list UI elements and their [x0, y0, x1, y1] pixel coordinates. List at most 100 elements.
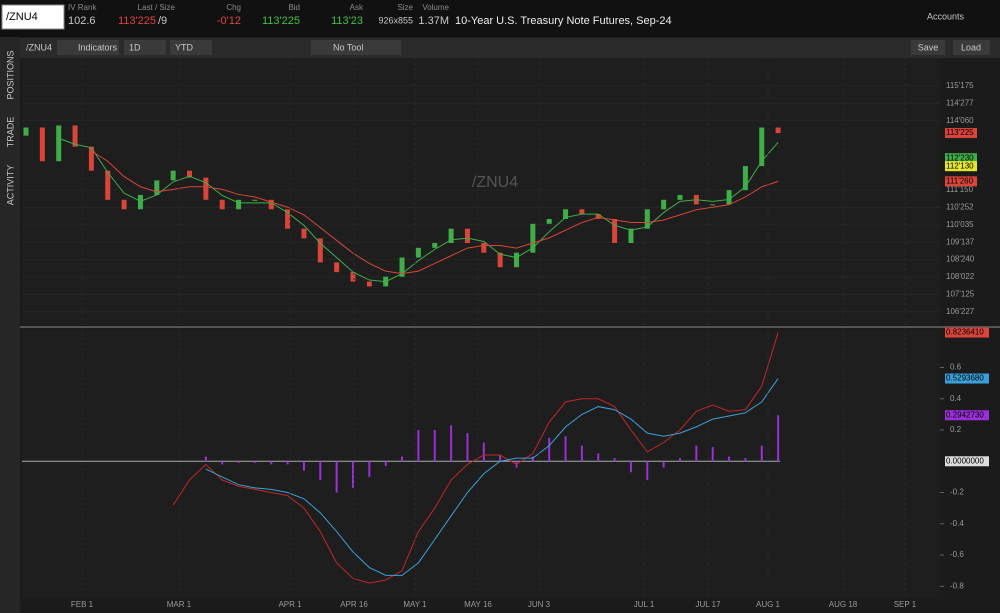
tool-select[interactable]: [311, 40, 401, 55]
candle-body: [268, 199, 274, 210]
candle-body: [121, 199, 127, 210]
histogram-bar: [629, 461, 632, 473]
symbol-input[interactable]: [1, 4, 65, 30]
button-label: Load: [961, 42, 981, 52]
y-tick-label: -0.8: [950, 581, 964, 590]
label: IV Rank: [68, 3, 97, 12]
macd-marker: [945, 327, 989, 338]
y-tick-label: 109'137: [946, 237, 975, 246]
macd-marker: [945, 373, 989, 384]
button-label: Indicators: [78, 42, 118, 52]
price-marker-label: 111'260: [946, 176, 974, 185]
candle-body: [710, 204, 716, 206]
side-bar: [0, 37, 20, 613]
candle-body: [203, 177, 209, 200]
symbol: /ZNU4: [6, 11, 38, 23]
candle-body: [72, 125, 78, 147]
chart-symbol: /ZNU4: [26, 42, 52, 52]
aggregation-select[interactable]: [124, 40, 166, 55]
accounts-menu[interactable]: Accounts: [927, 11, 965, 21]
candle-body: [317, 238, 323, 263]
macd-panel: [22, 330, 940, 598]
price-marker-label: 112'230: [946, 153, 974, 162]
price-marker-label: 112'130: [946, 161, 974, 170]
y-tick-label: 114'277: [946, 98, 974, 107]
candle-body: [39, 127, 45, 162]
y-tick-label: 0.2: [950, 425, 962, 434]
candle-body: [236, 199, 242, 210]
load-button[interactable]: [953, 40, 990, 55]
histogram-bar: [237, 461, 240, 463]
candle-body: [464, 228, 470, 243]
histogram-bar: [352, 461, 354, 488]
y-tick-label: 106'227: [946, 307, 975, 316]
candle-body: [514, 252, 519, 268]
price-marker: [945, 176, 977, 187]
y-tick-label: 110'035: [946, 220, 974, 229]
histogram-bar: [597, 453, 600, 462]
y-tick-label: 115'175: [946, 81, 974, 90]
x-tick-label: MAY 1: [403, 600, 427, 609]
candle-body: [546, 218, 552, 224]
value: -0'12: [217, 15, 241, 27]
indicators-button[interactable]: [57, 40, 119, 55]
candle-body: [595, 214, 601, 219]
price-marker: [945, 153, 977, 164]
histogram-bar: [662, 461, 665, 468]
label: Chg: [226, 3, 241, 12]
candle-body: [579, 209, 585, 215]
candle-body: [481, 242, 487, 253]
histogram-bar: [270, 461, 273, 465]
candle-body: [399, 257, 405, 277]
x-tick-label: AUG 18: [829, 600, 858, 609]
histogram-bar: [646, 461, 649, 481]
histogram-bar: [744, 458, 747, 462]
y-tick-label: 0.6: [950, 363, 962, 372]
x-tick-label: MAY 16: [464, 600, 492, 609]
histogram-bar: [679, 458, 681, 462]
moving-average: [58, 137, 779, 283]
side-tab: POSITIONS: [5, 50, 15, 99]
y-tick-label: 0.4: [950, 394, 962, 403]
side-tab: TRADE: [5, 117, 15, 148]
candle-body: [448, 228, 454, 243]
candle-body: [612, 218, 618, 243]
x-tick-label: MAR 1: [167, 600, 192, 609]
histogram-bar: [728, 456, 731, 462]
x-tick-label: FEB 1: [71, 600, 94, 609]
range-select[interactable]: [170, 40, 212, 55]
value: 113'225: [262, 15, 300, 27]
x-tick-label: JUL 17: [695, 600, 721, 609]
moving-average: [91, 150, 779, 275]
candle-body: [187, 170, 192, 178]
toolbar: [20, 38, 1000, 58]
macd-marker-label: 0.8236410: [946, 328, 984, 337]
histogram-bar: [401, 456, 404, 462]
candle-body: [170, 170, 176, 181]
label: Bid: [288, 3, 300, 12]
histogram-bar: [450, 425, 453, 462]
histogram-bar: [286, 461, 289, 465]
candle-body: [23, 127, 29, 136]
value: 926x855: [378, 15, 413, 25]
histogram-bar: [335, 461, 338, 493]
price-marker-label: 113'225: [946, 128, 974, 137]
candle-body: [775, 127, 781, 134]
histogram-bar: [777, 415, 780, 462]
histogram-bar: [384, 461, 387, 466]
histogram-bar: [564, 436, 567, 462]
label: Ask: [350, 3, 364, 12]
candle-body: [334, 262, 340, 273]
watermark: /ZNU4: [472, 174, 518, 191]
x-tick-label: SEP 1: [894, 600, 917, 609]
candle-body: [497, 252, 503, 268]
button-label: YTD: [175, 42, 194, 52]
candle-body: [415, 247, 421, 258]
candle-body: [628, 228, 634, 243]
histogram-bar: [302, 461, 305, 471]
candle-body: [154, 180, 160, 195]
histogram-bar: [760, 445, 763, 462]
save-button[interactable]: [911, 40, 945, 55]
header-bar: [0, 0, 1000, 37]
